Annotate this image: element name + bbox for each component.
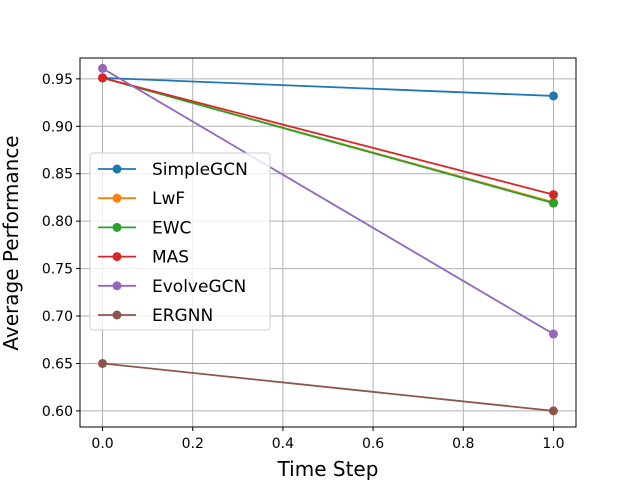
legend-marker <box>112 310 122 320</box>
legend-item-mas: MAS <box>98 248 189 268</box>
series-line <box>102 362 554 412</box>
series-line <box>102 67 554 335</box>
legend-item-ergnn: ERGNN <box>98 306 213 326</box>
y-tick-label: 0.70 <box>42 309 73 325</box>
legend-item-lwf: LwF <box>98 189 185 209</box>
series-line <box>102 77 554 97</box>
data-point <box>548 91 558 101</box>
legend-label: MAS <box>152 248 189 268</box>
data-point <box>98 63 108 73</box>
data-point <box>548 190 558 200</box>
data-point <box>98 73 108 83</box>
legend-marker <box>112 281 122 291</box>
y-tick-label: 0.80 <box>42 214 73 230</box>
data-point <box>548 406 558 416</box>
x-tick-label: 0.2 <box>182 436 204 452</box>
y-tick-label: 0.90 <box>42 119 73 135</box>
x-axis: 0.0 0.2 0.4 0.6 0.8 1.0 <box>91 427 565 452</box>
legend-marker <box>112 252 122 262</box>
x-axis-label: Time Step <box>277 457 379 480</box>
series-line <box>102 77 554 205</box>
legend-label: ERGNN <box>152 306 213 326</box>
x-tick-label: 0.4 <box>272 436 294 452</box>
y-tick-label: 0.95 <box>42 72 73 88</box>
y-axis-label: Average Performance <box>0 135 23 350</box>
y-axis: 0.60 0.65 0.70 0.75 0.80 0.85 0.90 0.95 <box>42 72 80 420</box>
legend-marker <box>112 164 122 174</box>
legend-label: EvolveGCN <box>152 277 246 297</box>
data-point <box>98 358 108 368</box>
series-mas <box>98 73 558 200</box>
plot-frame <box>79 57 577 428</box>
series-evolvegcn <box>98 63 558 339</box>
legend-item-ewc: EWC <box>98 218 191 238</box>
legend-marker <box>112 222 122 232</box>
legend-label: LwF <box>152 189 185 209</box>
y-tick-label: 0.65 <box>42 356 73 372</box>
legend-label: SimpleGCN <box>152 160 248 180</box>
data-point <box>548 329 558 339</box>
y-tick-label: 0.75 <box>42 262 73 278</box>
x-tick-label: 0.8 <box>452 436 474 452</box>
series-layer <box>98 63 558 416</box>
legend: SimpleGCN LwF EWC MAS EvolveGCN ERGNN <box>89 152 271 331</box>
legend-item-evolvegcn: EvolveGCN <box>98 277 246 297</box>
y-tick-label: 0.60 <box>42 404 73 420</box>
series-ergnn <box>98 358 558 416</box>
legend-item-simplegcn: SimpleGCN <box>98 160 248 180</box>
legend-label: EWC <box>152 218 191 238</box>
data-point <box>548 198 558 208</box>
legend-marker <box>112 193 122 203</box>
x-tick-label: 0.6 <box>362 436 384 452</box>
series-line <box>102 77 554 196</box>
x-tick-label: 0.0 <box>91 436 113 452</box>
y-tick-label: 0.85 <box>42 167 73 183</box>
x-tick-label: 1.0 <box>542 436 564 452</box>
